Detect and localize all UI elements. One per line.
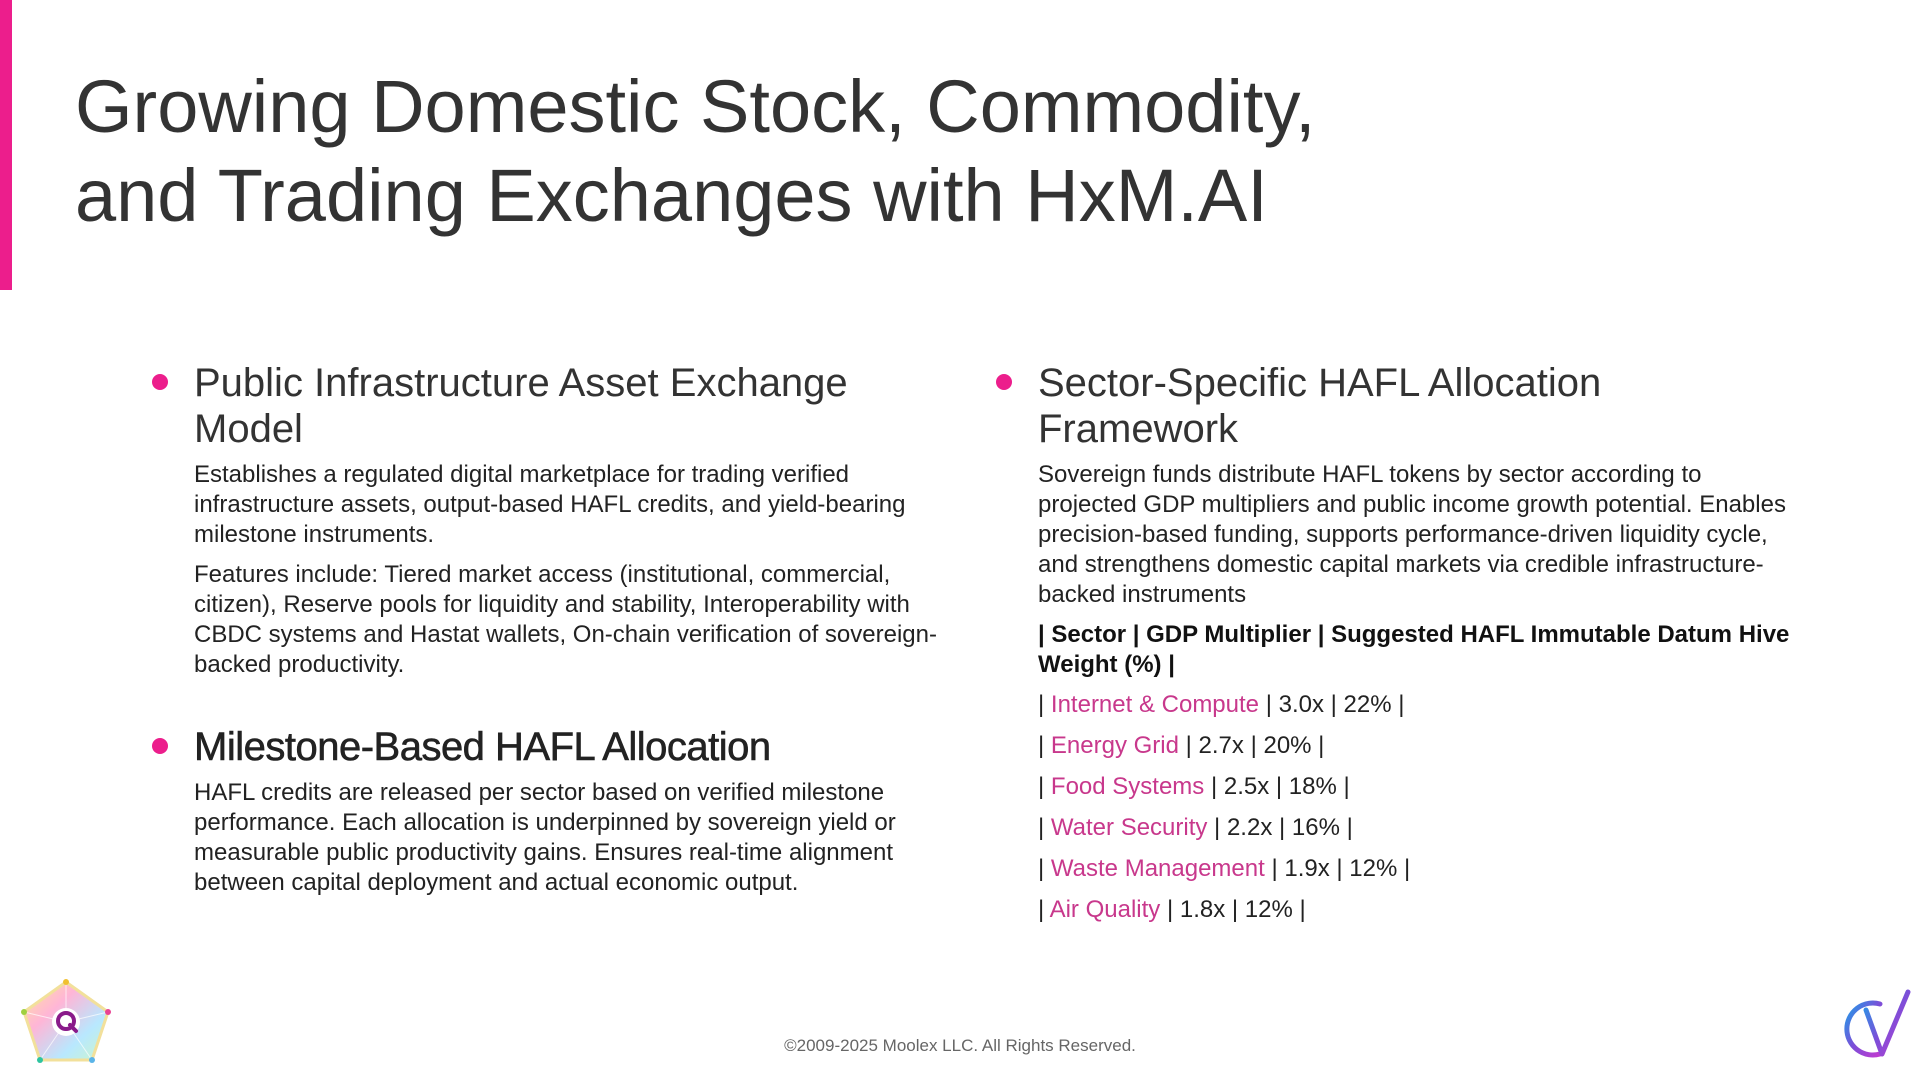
row-values: | 3.0x | 22% |: [1259, 691, 1405, 718]
row-values: | 2.2x | 16% |: [1207, 814, 1353, 841]
row-prefix: |: [1038, 732, 1051, 759]
row-prefix: |: [1038, 855, 1051, 882]
left-column: Public Infrastructure Asset Exchange Mod…: [148, 360, 938, 898]
bullet-dot-icon: [152, 738, 168, 754]
table-row: | Internet & Compute | 3.0x | 22% |: [1038, 690, 1792, 720]
cv-monogram-logo-icon: [1836, 988, 1912, 1064]
row-sector: Air Quality: [1049, 896, 1161, 923]
allocation-table-header: | Sector | GDP Multiplier | Suggested HA…: [1038, 621, 1790, 678]
table-row: | Waste Management | 1.9x | 12% |: [1038, 854, 1792, 884]
row-sector: Water Security: [1050, 814, 1208, 841]
accent-bar: [0, 0, 12, 290]
sector-framework-heading: Sector-Specific HAFL Allocation Framewor…: [1038, 361, 1602, 451]
bullet-dot-icon: [996, 374, 1012, 390]
slide-title-line2: and Trading Exchanges with HxM.AI: [75, 154, 1268, 237]
row-values: | 1.9x | 12% |: [1264, 855, 1411, 882]
milestone-allocation-heading: Milestone-Based HAFL Allocation: [194, 725, 772, 770]
slide-title-line1: Growing Domestic Stock, Commodity,: [75, 65, 1316, 148]
slide-title: Growing Domestic Stock, Commodity, and T…: [75, 62, 1575, 240]
row-sector: Waste Management: [1050, 855, 1265, 882]
asset-exchange-features: Features include: Tiered market access (…: [194, 561, 937, 678]
row-values: | 1.8x | 12% |: [1160, 896, 1306, 923]
bullet-milestone-allocation: Milestone-Based HAFL Allocation HAFL cre…: [148, 724, 938, 898]
table-row: | Energy Grid | 2.7x | 20% |: [1038, 731, 1792, 761]
row-prefix: |: [1038, 691, 1051, 718]
milestone-allocation-description: HAFL credits are released per sector bas…: [194, 779, 896, 896]
row-values: | 2.5x | 18% |: [1204, 773, 1350, 800]
bullet-sector-framework: Sector-Specific HAFL Allocation Framewor…: [992, 360, 1792, 925]
row-prefix: |: [1038, 896, 1050, 923]
row-prefix: |: [1038, 773, 1051, 800]
table-row: | Water Security | 2.2x | 16% |: [1038, 813, 1792, 843]
row-prefix: |: [1038, 814, 1051, 841]
right-column: Sector-Specific HAFL Allocation Framewor…: [992, 360, 1792, 936]
asset-exchange-description: Establishes a regulated digital marketpl…: [194, 461, 906, 548]
bullet-asset-exchange: Public Infrastructure Asset Exchange Mod…: [148, 360, 938, 680]
footer-copyright: ©2009-2025 Moolex LLC. All Rights Reserv…: [784, 1036, 1136, 1055]
row-values: | 2.7x | 20% |: [1178, 732, 1325, 759]
sector-framework-description: Sovereign funds distribute HAFL tokens b…: [1038, 461, 1786, 608]
row-sector: Internet & Compute: [1050, 691, 1260, 718]
bullet-dot-icon: [152, 374, 168, 390]
asset-exchange-heading: Public Infrastructure Asset Exchange Mod…: [194, 361, 848, 451]
row-sector: Food Systems: [1050, 773, 1205, 800]
table-row: | Air Quality | 1.8x | 12% |: [1038, 895, 1792, 925]
allocation-table: | Internet & Compute | 3.0x | 22% | | En…: [1038, 690, 1792, 925]
table-row: | Food Systems | 2.5x | 18% |: [1038, 772, 1792, 802]
row-sector: Energy Grid: [1050, 732, 1179, 759]
pentagon-q-logo-icon: [20, 978, 112, 1066]
